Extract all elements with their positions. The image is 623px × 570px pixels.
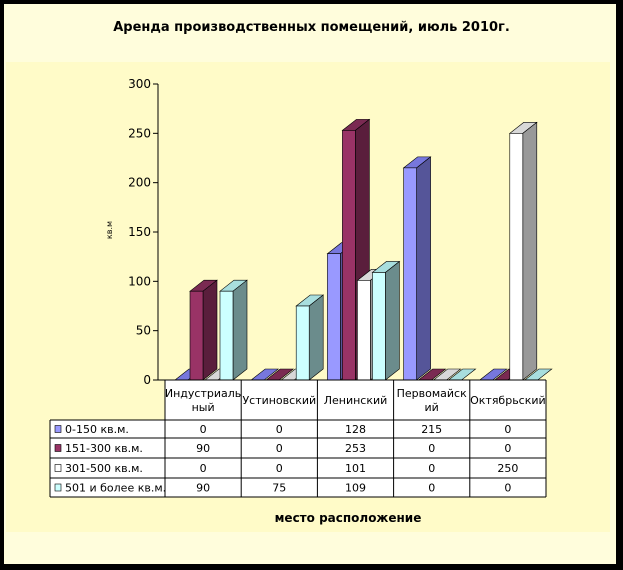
data-value: 0 [276,442,283,455]
y-axis-label: кв.м [105,221,114,239]
legend-label: 301-500 кв.м. [65,462,143,475]
category-label: Октябрьский [470,394,546,407]
y-tick-label: 0 [143,373,151,387]
data-value: 101 [345,462,366,475]
data-value: 253 [345,442,366,455]
legend-label: 0-150 кв.м. [65,423,129,436]
bar-front [372,272,386,381]
category-label: Ленинский [324,394,388,407]
data-value: 0 [276,462,283,475]
data-value: 128 [345,423,366,436]
data-value: 75 [272,482,286,495]
bar-front [509,133,524,381]
bar-front [219,290,234,381]
legend-label: 501 и более кв.м. [65,482,166,495]
bar-side [416,156,431,381]
category-label: Индустриаль ный [165,387,241,414]
bar-front [295,305,310,381]
y-tick-label: 50 [136,324,151,338]
bar-front [189,290,204,381]
bar-front [327,253,341,381]
data-value: 0 [504,423,511,436]
legend-swatch [54,464,62,472]
data-value: 109 [345,482,366,495]
bar-front [342,130,356,381]
category-label: Первомайск ий [397,387,467,414]
legend-swatch [54,483,62,492]
y-tick-label: 200 [128,176,151,190]
bar [371,260,401,381]
y-tick-label: 250 [128,126,151,140]
data-value: 215 [421,423,442,436]
chart-title: Аренда производственных помещений, июль … [113,20,510,35]
bar-side [202,279,218,381]
data-value: 0 [504,482,511,495]
x-axis-label: место расположение [275,511,422,525]
category-header-bg [165,380,546,420]
category-label: Устиновский [242,394,316,407]
data-value: 0 [428,442,435,455]
legend-label: 151-300 кв.м. [65,442,143,455]
bar [508,121,538,381]
data-value: 90 [196,442,210,455]
data-value: 90 [196,482,210,495]
data-value: 0 [504,442,511,455]
bar [295,294,325,381]
data-value: 0 [428,462,435,475]
data-value: 0 [428,482,435,495]
bar [189,279,218,381]
bar-side [522,121,538,381]
data-value: 0 [200,462,207,475]
bar-side [308,294,324,381]
bar-side [232,279,248,381]
legend-swatch [54,444,62,452]
bar-side [385,260,400,381]
bar-front [403,167,417,381]
bar-front [357,280,371,381]
data-value: 250 [497,462,518,475]
y-tick-label: 150 [128,225,151,239]
y-tick-label: 300 [128,77,151,91]
y-tick-label: 100 [128,274,151,288]
legend-swatch [54,425,62,433]
bar [219,279,248,381]
bar [402,156,432,381]
data-value: 0 [276,423,283,436]
data-value: 0 [200,423,207,436]
